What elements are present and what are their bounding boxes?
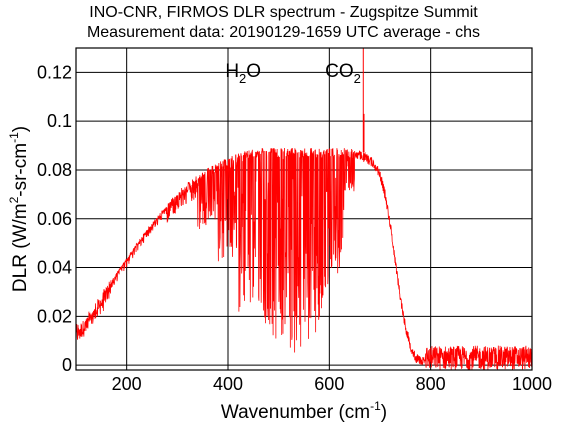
y-tick-labels: 0 0.02 0.04 0.06 0.08 0.1 0.12	[37, 62, 72, 375]
y-tick-label: 0	[62, 355, 72, 375]
x-tick-label: 1000	[512, 374, 552, 394]
y-tick-label: 0.12	[37, 62, 72, 82]
x-tick-label: 400	[213, 374, 243, 394]
y-axis-label: DLR (W/m2-sr-cm-1)	[7, 126, 31, 292]
y-tick-label: 0.06	[37, 209, 72, 229]
plot-frame	[75, 47, 533, 371]
band-annotation: CO2	[325, 61, 361, 86]
y-tick-label: 0.04	[37, 258, 72, 278]
x-tick-labels: 200 400 600 800 1000	[112, 374, 552, 394]
chart-title: INO-CNR, FIRMOS DLR spectrum - Zugspitze…	[89, 4, 478, 21]
series-layer	[76, 48, 532, 370]
spectrum-line	[76, 148, 532, 370]
y-tick-label: 0.02	[37, 306, 72, 326]
x-tick-label: 800	[416, 374, 446, 394]
chart-subtitle: Measurement data: 20190129-1659 UTC aver…	[86, 24, 481, 41]
y-tick-label: 0.1	[47, 111, 72, 131]
annotations: H2O CO2	[225, 61, 361, 86]
x-tick-label: 600	[314, 374, 344, 394]
band-annotation: H2O	[225, 61, 261, 86]
x-axis-label: Wavenumber (cm-1)	[221, 399, 387, 423]
x-tick-label: 200	[112, 374, 142, 394]
y-tick-label: 0.08	[37, 160, 72, 180]
